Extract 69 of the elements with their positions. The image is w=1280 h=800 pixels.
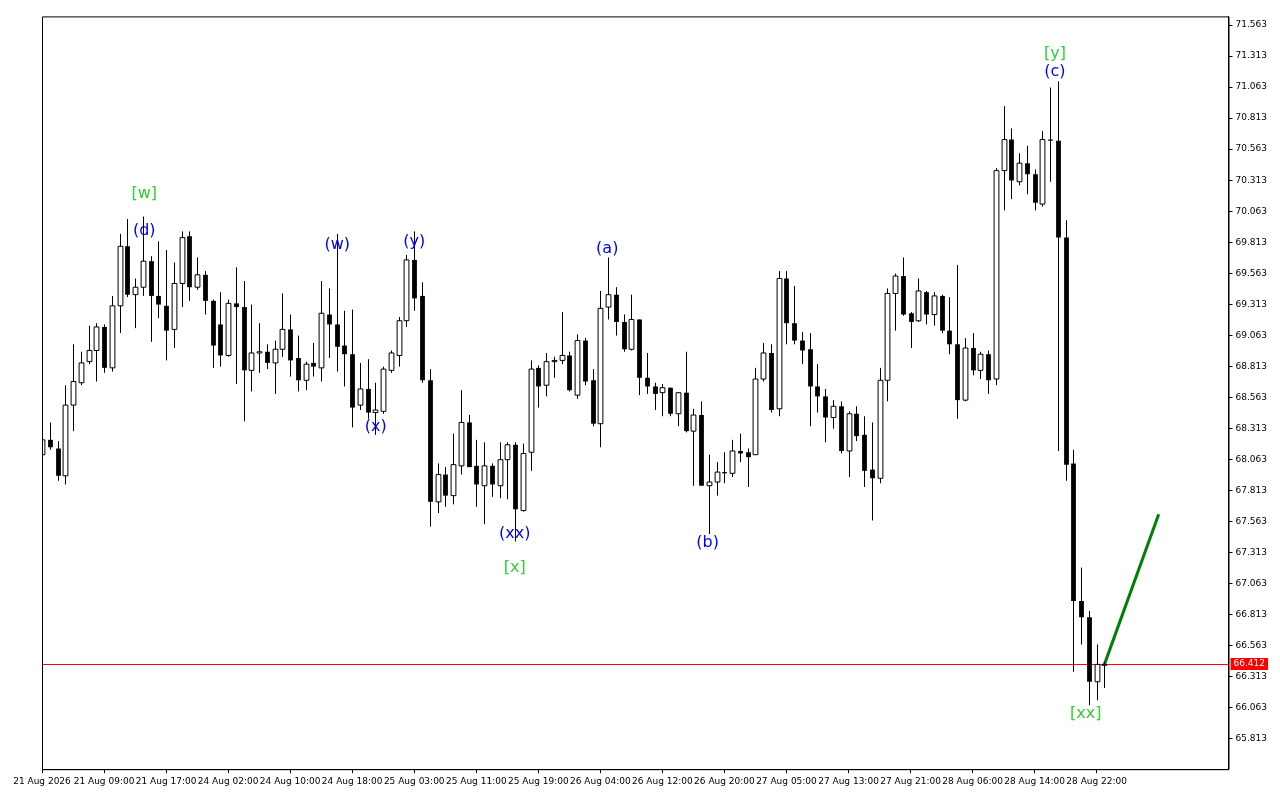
candlestick [234, 266, 239, 385]
candlestick [156, 240, 161, 319]
candlestick [815, 363, 820, 414]
y-tick-label: 67.063 [1235, 577, 1268, 588]
ref-line-label: 66.412 [1233, 658, 1266, 669]
y-tick-label: 68.313 [1235, 422, 1268, 433]
x-tick-label: 27 Aug 13:00 [818, 775, 880, 786]
x-tick-label: 21 Aug 2026 [13, 775, 72, 786]
x-tick-label: 24 Aug 10:00 [259, 775, 321, 786]
y-tick-label: 66.813 [1235, 608, 1268, 619]
candlestick [823, 388, 828, 443]
y-tick-label: 70.563 [1235, 143, 1268, 154]
y-tick-label: 68.563 [1235, 391, 1268, 402]
y-tick-label: 69.313 [1235, 298, 1268, 309]
x-tick-label: 26 Aug 20:00 [694, 775, 756, 786]
annotation: (c) [1044, 61, 1066, 81]
y-tick-label: 67.563 [1235, 515, 1268, 526]
annotation: [y] [1043, 43, 1066, 63]
annotation: [xx] [1070, 703, 1102, 723]
y-tick-label: 70.063 [1235, 205, 1268, 216]
y-tick-label: 67.313 [1235, 546, 1268, 557]
annotation: (b) [696, 531, 719, 551]
annotation: [w] [131, 183, 158, 203]
y-tick-label: 66.063 [1235, 701, 1268, 712]
y-tick-label: 69.563 [1235, 267, 1268, 278]
candlestick [265, 343, 270, 370]
candlestick [924, 290, 929, 325]
x-tick-label: 28 Aug 06:00 [942, 775, 1004, 786]
x-tick-label: 26 Aug 12:00 [632, 775, 694, 786]
candlestick [792, 285, 797, 345]
candlestick [48, 421, 53, 451]
y-tick-label: 66.563 [1235, 639, 1268, 650]
x-tick-label: 26 Aug 04:00 [570, 775, 631, 786]
y-tick-label: 69.813 [1235, 236, 1268, 247]
candlestick [1079, 567, 1084, 646]
y-tick-label: 67.813 [1235, 484, 1268, 495]
candlestick [645, 352, 650, 395]
candlestick [474, 439, 479, 508]
annotation: [x] [503, 557, 526, 577]
y-tick-label: 66.313 [1235, 670, 1268, 681]
x-tick-label: 25 Aug 03:00 [383, 775, 445, 786]
candlestick [490, 462, 495, 498]
x-tick-label: 25 Aug 11:00 [445, 775, 507, 786]
x-tick-label: 21 Aug 17:00 [135, 775, 197, 786]
candlestick [947, 296, 952, 355]
y-tick-label: 71.313 [1235, 50, 1268, 61]
candlestick [342, 310, 347, 387]
x-tick-label: 27 Aug 05:00 [756, 775, 818, 786]
x-tick-label: 21 Aug 09:00 [73, 775, 135, 786]
y-tick-label: 69.063 [1235, 329, 1268, 340]
x-tick-label: 25 Aug 19:00 [507, 775, 569, 786]
candlestick [800, 331, 805, 365]
y-tick-label: 65.813 [1235, 732, 1268, 743]
y-tick-label: 71.563 [1235, 19, 1268, 30]
y-tick-label: 70.313 [1235, 174, 1268, 185]
y-tick-label: 68.813 [1235, 360, 1268, 371]
y-tick-label: 70.813 [1235, 112, 1268, 123]
x-tick-label: 24 Aug 02:00 [197, 775, 259, 786]
x-tick-label: 28 Aug 22:00 [1066, 775, 1128, 786]
candlestick [296, 335, 301, 392]
candlestick [327, 287, 332, 359]
y-tick-label: 68.063 [1235, 453, 1268, 464]
y-tick-label: 71.063 [1235, 81, 1268, 92]
annotation: (a) [596, 238, 619, 258]
candlestick [870, 421, 875, 521]
candlestick [1025, 145, 1030, 195]
x-tick-label: 28 Aug 14:00 [1004, 775, 1066, 786]
x-tick-label: 27 Aug 21:00 [880, 775, 942, 786]
x-tick-label: 24 Aug 18:00 [321, 775, 383, 786]
